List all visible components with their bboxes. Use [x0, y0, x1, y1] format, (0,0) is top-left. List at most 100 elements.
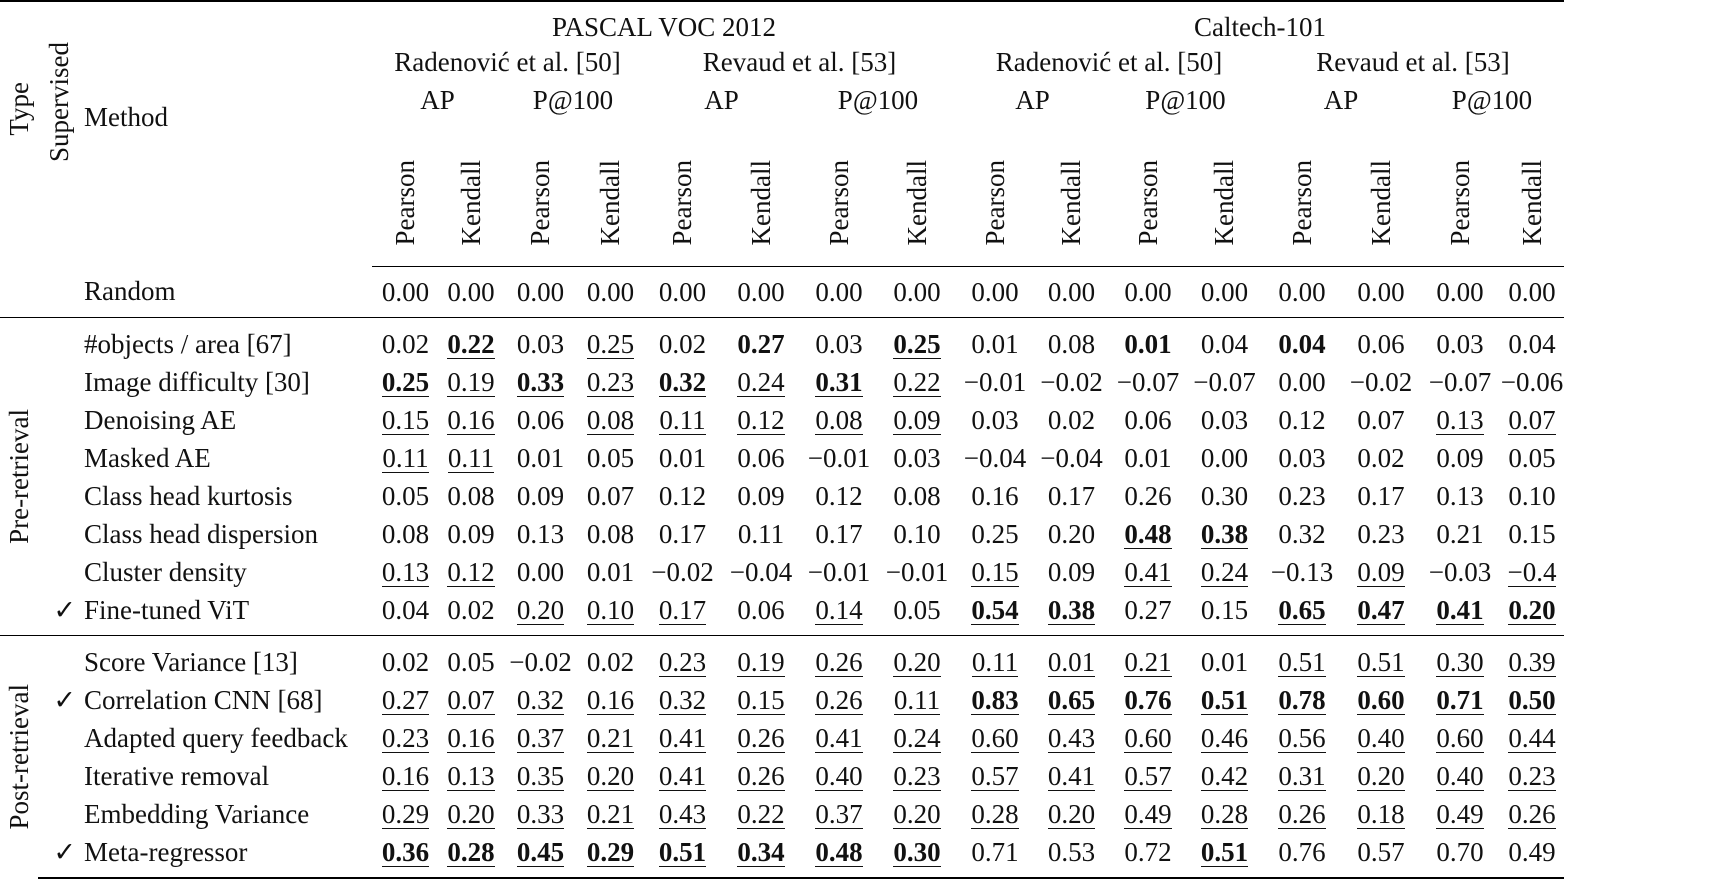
value-cell: 0.50 — [1500, 681, 1564, 719]
value-cell: 0.08 — [578, 515, 643, 553]
value: 0.26 — [815, 684, 863, 715]
value: 0.20 — [893, 798, 941, 829]
value: 0.43 — [658, 798, 707, 829]
value-cell: 0.41 — [1109, 553, 1187, 591]
value: 0.22 — [737, 798, 785, 829]
correlation-header-label: Pearson — [1132, 159, 1163, 245]
value-cell: 0.09 — [1420, 439, 1500, 477]
table-row: Image difficulty [30] 0.25 0.19 0.33 0.23 0.3… — [0, 363, 1564, 401]
value: 0.06 — [737, 594, 785, 625]
value: 0.17 — [1047, 480, 1096, 511]
value: 0.60 — [1357, 684, 1405, 715]
value: 0.03 — [516, 328, 565, 359]
value-cell: 0.24 — [722, 363, 800, 401]
value-cell: 0.05 — [372, 477, 439, 515]
value-cell: 0.01 — [1109, 317, 1187, 363]
value: 0.29 — [381, 798, 430, 829]
value: 0.27 — [381, 684, 430, 715]
value-cell: 0.28 — [956, 795, 1034, 833]
value: 0.23 — [381, 722, 430, 753]
correlation-header: Kendall — [439, 119, 503, 267]
value: −0.03 — [1428, 556, 1492, 587]
value: 0.13 — [1436, 404, 1484, 435]
value-cell: 0.46 — [1187, 719, 1262, 757]
supervised-mark — [38, 553, 80, 591]
value: 0.05 — [381, 480, 430, 511]
value: 0.00 — [1200, 442, 1249, 473]
table-row: ✓ Fine-tuned ViT 0.04 0.02 0.20 0.10 0.17 0.06 0… — [0, 591, 1564, 636]
value-cell: 0.00 — [578, 267, 643, 318]
value-cell: 0.08 — [578, 401, 643, 439]
value-cell: 0.00 — [1500, 267, 1564, 318]
value: 0.19 — [447, 366, 495, 397]
value: 0.30 — [1200, 480, 1249, 511]
value-cell: 0.57 — [1342, 833, 1420, 879]
value-cell: 0.06 — [503, 401, 578, 439]
value: 0.54 — [971, 594, 1019, 625]
value-cell: 0.03 — [1420, 317, 1500, 363]
correlation-header: Kendall — [1187, 119, 1262, 267]
value-cell: 0.11 — [439, 439, 503, 477]
value: 0.26 — [815, 646, 863, 677]
value: 0.17 — [815, 518, 863, 549]
value: 0.25 — [893, 328, 941, 359]
value: 0.14 — [815, 594, 863, 625]
value-cell: 0.08 — [800, 401, 878, 439]
value: 0.13 — [1436, 480, 1484, 511]
value-cell: 0.00 — [372, 267, 439, 318]
value: 0.20 — [447, 798, 495, 829]
value: 0.03 — [1278, 442, 1326, 473]
value-cell: 0.56 — [1262, 719, 1342, 757]
table-row: Class head dispersion 0.08 0.09 0.13 0.08 0.1… — [0, 515, 1564, 553]
value: 0.00 — [1436, 276, 1484, 307]
value-cell: 0.00 — [1420, 267, 1500, 318]
correlation-header: Kendall — [578, 119, 643, 267]
header-row-sources: Radenović et al. [50] Revaud et al. [53] R… — [0, 43, 1564, 81]
value: 0.21 — [1436, 518, 1484, 549]
value-cell: 0.26 — [722, 719, 800, 757]
value: −0.02 — [1349, 366, 1413, 397]
value-cell: 0.27 — [372, 681, 439, 719]
value-cell: 0.12 — [800, 477, 878, 515]
value: 0.07 — [1508, 404, 1556, 435]
value: 0.02 — [658, 328, 707, 359]
value-cell: 0.05 — [439, 635, 503, 681]
value: 0.60 — [971, 722, 1019, 753]
value: 0.08 — [586, 518, 635, 549]
value-cell: −0.02 — [643, 553, 722, 591]
value-cell: 0.28 — [1187, 795, 1262, 833]
value-cell: 0.21 — [1109, 635, 1187, 681]
value: 0.11 — [659, 404, 706, 435]
value-cell: 0.21 — [1420, 515, 1500, 553]
value-cell: 0.49 — [1500, 833, 1564, 879]
value-cell: 0.00 — [503, 267, 578, 318]
value-cell: 0.23 — [578, 363, 643, 401]
value: 0.03 — [1436, 328, 1484, 359]
table-row: Cluster density 0.13 0.12 0.00 0.01 −0.02 −0.0… — [0, 553, 1564, 591]
value: 0.23 — [1508, 760, 1556, 791]
value: 0.17 — [658, 594, 707, 625]
value-cell: −0.03 — [1420, 553, 1500, 591]
value: 0.01 — [1047, 646, 1096, 677]
value-cell: 0.17 — [643, 591, 722, 636]
value-cell: 0.05 — [578, 439, 643, 477]
value: 0.26 — [737, 722, 785, 753]
correlation-header-label: Kendall — [1516, 159, 1547, 245]
group-label: Pre-retrieval — [3, 409, 34, 544]
value: 0.41 — [1436, 594, 1484, 625]
method-name: Embedding Variance — [84, 798, 310, 829]
value-cell: 0.42 — [1187, 757, 1262, 795]
source-header: Radenović et al. [50] — [995, 46, 1223, 77]
value-cell: 0.01 — [643, 439, 722, 477]
value: 0.48 — [1124, 518, 1172, 549]
value-cell: 0.00 — [800, 267, 878, 318]
value: 0.16 — [586, 684, 635, 715]
value: 0.25 — [586, 328, 635, 359]
metric-header: P@100 — [1145, 84, 1226, 115]
value-cell: 0.09 — [722, 477, 800, 515]
value: 0.01 — [1200, 646, 1249, 677]
value: 0.03 — [1200, 404, 1249, 435]
correlation-header-label: Kendall — [1209, 159, 1239, 245]
value: 0.00 — [447, 276, 495, 307]
value-cell: 0.51 — [1342, 635, 1420, 681]
